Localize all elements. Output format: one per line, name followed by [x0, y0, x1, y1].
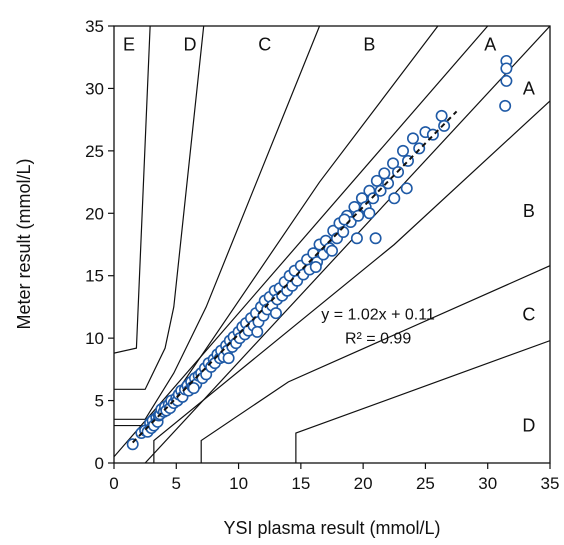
- x-tick-label: 20: [354, 474, 373, 493]
- data-point: [126, 438, 139, 451]
- data-point: [382, 177, 395, 190]
- data-point: [500, 62, 513, 75]
- zone-boundaries: [114, 26, 550, 463]
- zone-label-a: A: [484, 35, 496, 55]
- zone-labels: E D C B A A B C D: [123, 35, 535, 436]
- zone-line-A-lower: [144, 26, 550, 463]
- zone-label-d: D: [522, 416, 535, 436]
- zone-label-b: B: [523, 201, 535, 221]
- x-tick-label: 5: [172, 474, 181, 493]
- zone-line-C-upper: [114, 26, 321, 420]
- y-tick-label: 5: [95, 392, 104, 411]
- x-axis-label: YSI plasma result (mmol/L): [223, 518, 440, 538]
- data-point: [500, 74, 513, 87]
- zone-line-D-upper: [114, 26, 205, 390]
- y-tick-label: 15: [85, 267, 104, 286]
- data-point: [269, 307, 282, 320]
- plot-frame: [113, 25, 551, 464]
- zone-label-c: C: [258, 35, 271, 55]
- data-point: [251, 325, 264, 338]
- zone-line-B-lower: [153, 100, 550, 463]
- y-tick-label: 25: [85, 142, 104, 161]
- x-tick-label: 25: [416, 474, 435, 493]
- data-point: [378, 167, 391, 180]
- x-tick-label: 10: [229, 474, 248, 493]
- data-point: [499, 99, 512, 112]
- data-point: [352, 209, 365, 222]
- data-point: [438, 119, 451, 132]
- fit-r-squared: R² = 0.99: [345, 330, 411, 347]
- zone-line-C-lower: [200, 265, 550, 463]
- data-point: [374, 184, 387, 197]
- data-point: [400, 182, 413, 195]
- data-point: [350, 232, 363, 245]
- data-point: [369, 232, 382, 245]
- zone-line-A-upper: [114, 26, 489, 458]
- data-point: [187, 382, 200, 395]
- x-tick-label: 15: [291, 474, 310, 493]
- zone-label-c: C: [522, 304, 535, 324]
- zone-line-D-lower: [295, 340, 550, 463]
- y-tick-label: 10: [85, 329, 104, 348]
- zone-line-B-upper: [114, 26, 439, 427]
- y-tick-label: 0: [95, 454, 104, 473]
- zone-line-E-upper: [114, 26, 151, 354]
- data-point: [397, 144, 410, 157]
- data-point: [388, 192, 401, 205]
- data-point: [325, 244, 338, 257]
- axes: 0 5 10 15 20 25 30 35 0 5 10 15 20 25 30 35: [85, 17, 559, 493]
- fit-line-group: y = 1.02x + 0.11 R² = 0.99: [131, 110, 458, 444]
- zone-label-e: E: [123, 35, 135, 55]
- y-tick-label: 30: [85, 79, 104, 98]
- data-point: [435, 109, 448, 122]
- data-point: [367, 192, 380, 205]
- x-tick-label: 0: [109, 474, 118, 493]
- data-point: [387, 157, 400, 170]
- y-tick-label: 20: [85, 204, 104, 223]
- data-point: [363, 207, 376, 220]
- y-tick-label: 35: [85, 17, 104, 36]
- data-point: [309, 260, 322, 273]
- data-point: [222, 352, 235, 365]
- x-tick-label: 30: [478, 474, 497, 493]
- fit-equation: y = 1.02x + 0.11: [321, 306, 435, 323]
- data-point: [406, 132, 419, 145]
- zone-label-d: D: [183, 35, 196, 55]
- zone-label-b: B: [363, 35, 375, 55]
- zone-label-a: A: [523, 78, 535, 98]
- data-point: [370, 174, 383, 187]
- data-points: [126, 54, 513, 451]
- x-tick-label: 35: [541, 474, 560, 493]
- y-axis-label: Meter result (mmol/L): [14, 158, 34, 329]
